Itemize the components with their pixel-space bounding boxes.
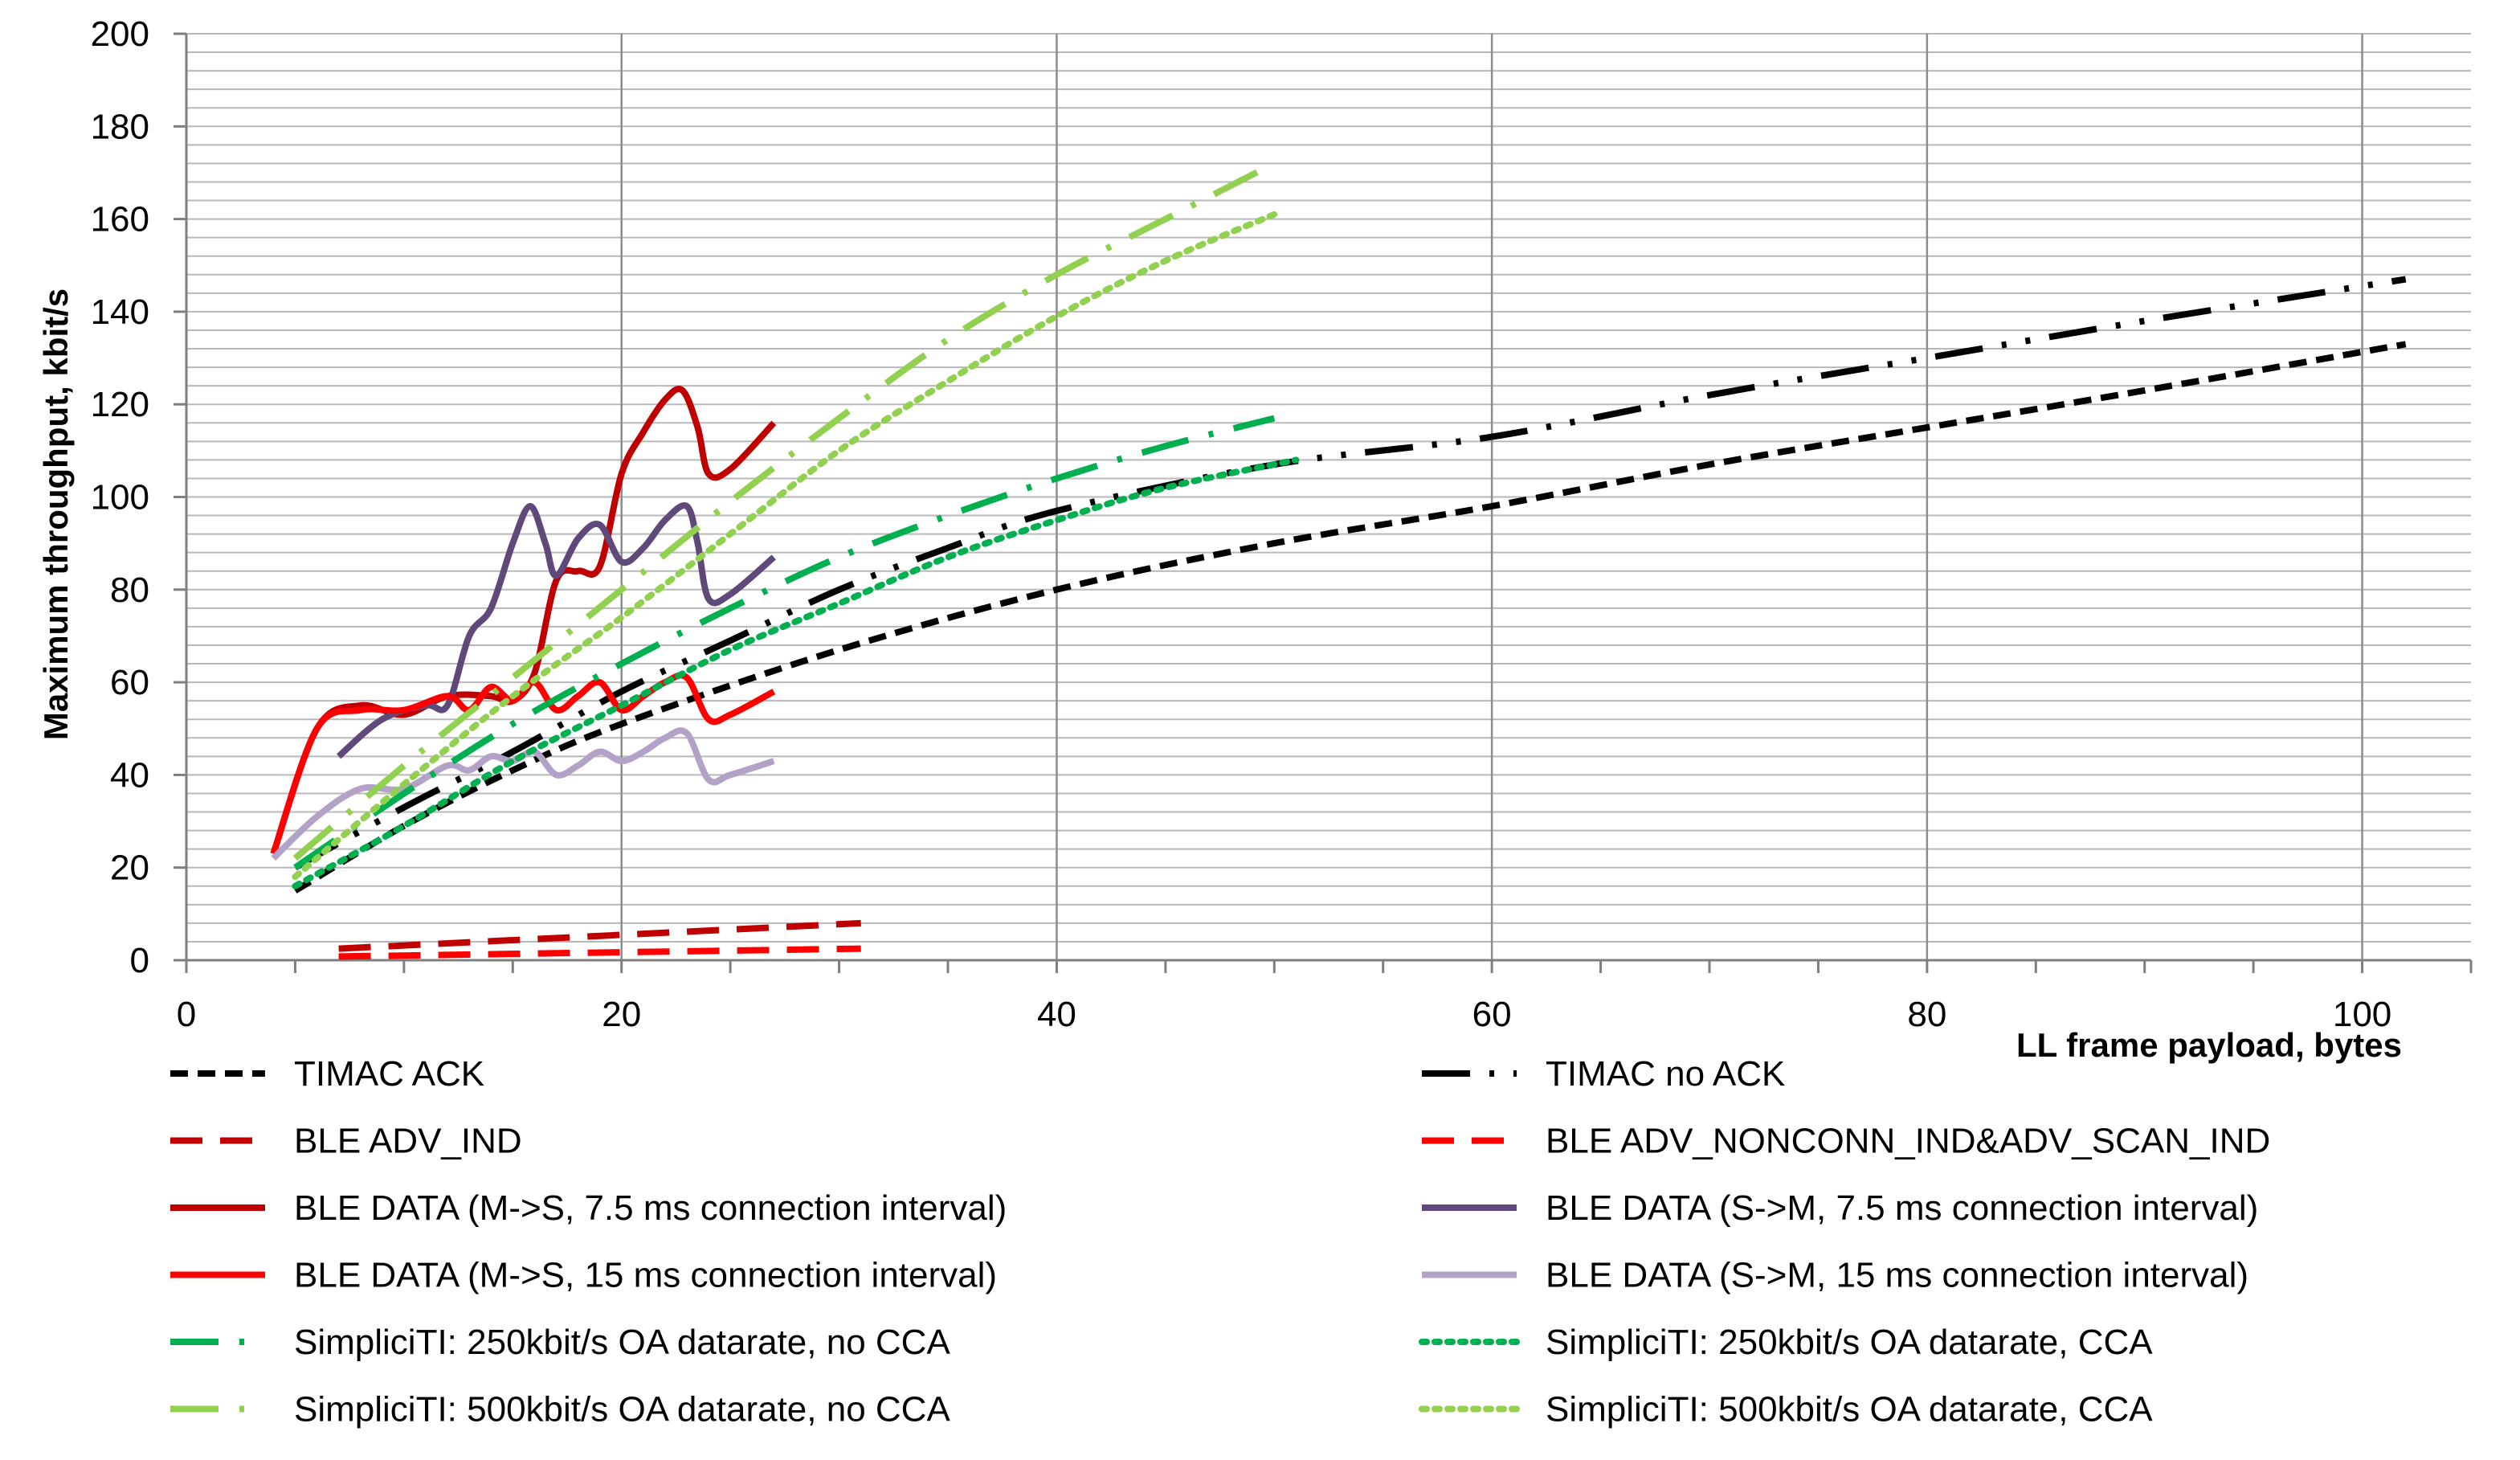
x-tick-label: 40 [1037,995,1076,1034]
series-line-simpliciti-250kbit-s-oa-datarate-cca [292,456,1300,889]
x-tick-label: 80 [1907,995,1946,1034]
legend-label: BLE DATA (M->S, 15 ms connection interva… [294,1256,997,1295]
legend-label: TIMAC ACK [294,1054,484,1094]
series-line-ble-adv-ind [338,919,861,952]
series-line-simpliciti-500kbit-s-oa-datarate-cca [292,211,1278,881]
y-tick-label: 0 [130,941,149,980]
x-tick-label: 0 [177,995,196,1034]
x-axis-title: LL frame payload, bytes [2016,1026,2402,1064]
legend-label: BLE ADV_IND [294,1122,522,1161]
legend: TIMAC ACK TIMAC no ACK BLE ADV_IND BLE ADV_… [170,1054,2270,1429]
legend-label: SimpliciTI: 500kbit/s OA datarate, no CC… [294,1390,950,1429]
axes [174,32,2473,973]
legend-label: SimpliciTI: 250kbit/s OA datarate, CCA [1546,1323,2153,1362]
y-tick-label: 120 [91,385,149,424]
y-tick-label: 160 [91,200,149,239]
tick-labels: 0 20 40 60 80 100 120 140 160 180 200 0 20 40 60 80 100 [91,14,2392,1034]
y-tick-label: 20 [110,849,149,888]
legend-label: BLE DATA (M->S, 7.5 ms connection interv… [294,1188,1007,1228]
series-line-simpliciti-500kbit-s-oa-datarate-no-cca [292,160,1276,861]
x-tick-label: 60 [1472,995,1512,1034]
series-line-simpliciti-250kbit-s-oa-datarate-no-cca [293,415,1276,871]
y-tick-label: 60 [110,663,149,702]
legend-label: BLE ADV_NONCONN_IND&ADV_SCAN_IND [1546,1122,2270,1161]
series-line-timac-no-ack [293,276,2407,871]
legend-label: SimpliciTI: 250kbit/s OA datarate, no CC… [294,1323,950,1362]
y-tick-label: 200 [91,14,149,54]
x-tick-label: 20 [602,995,641,1034]
legend-label: SimpliciTI: 500kbit/s OA datarate, CCA [1546,1390,2153,1429]
y-tick-label: 80 [110,571,149,610]
y-tick-label: 40 [110,755,149,795]
legend-label: BLE DATA (S->M, 7.5 ms connection interv… [1546,1188,2258,1228]
y-tick-label: 140 [91,292,149,332]
legend-label: BLE DATA (S->M, 15 ms connection interva… [1546,1256,2248,1295]
y-tick-label: 100 [91,478,149,517]
legend-label: TIMAC no ACK [1546,1054,1785,1094]
series-line-ble-adv-nonconn-ind-adv-scan-ind [338,945,861,960]
series-line-timac-ack [293,341,2407,894]
series-line-ble-data-s-m-7-5-ms-connection-interval [336,502,776,759]
series-line-ble-data-s-m-15-ms-connection-interval [271,727,775,861]
series-lines [270,160,2407,960]
y-tick-label: 180 [91,107,149,146]
y-axis-title: Maximum throughput, kbit/s [37,288,75,740]
x-tick-label: 100 [2333,995,2391,1034]
major-gridlines [620,34,2363,960]
